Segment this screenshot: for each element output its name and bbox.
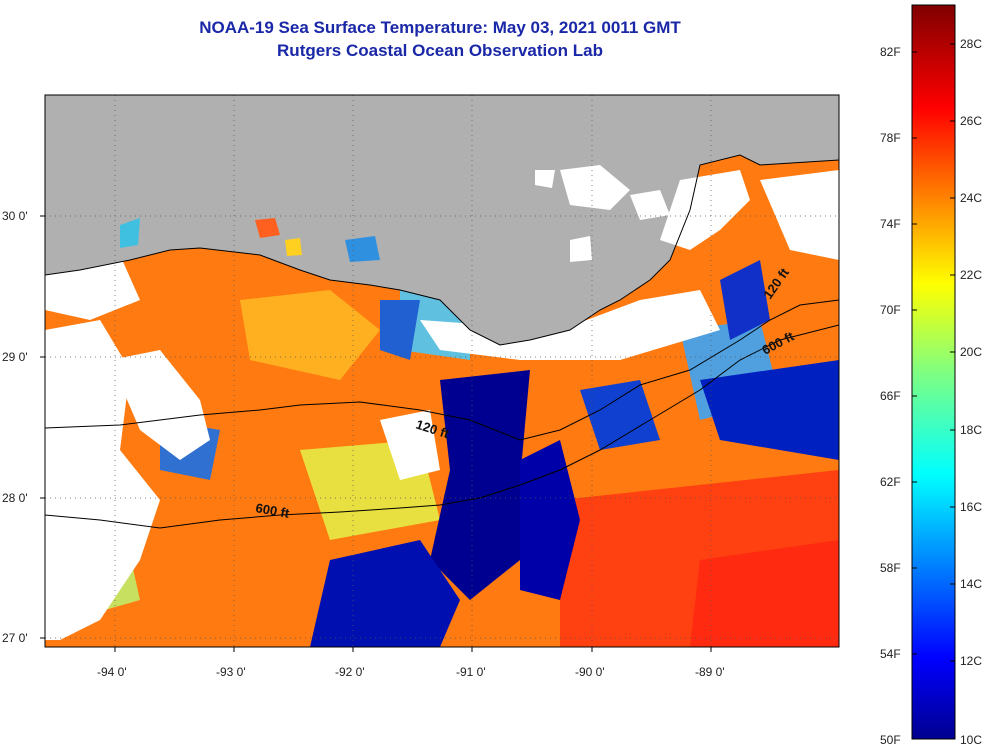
contour-120ft: [45, 299, 839, 441]
colorbar-f-label: 50F: [880, 733, 901, 747]
lon-label: -93 0': [216, 665, 246, 679]
colorbar-c-label: 14C: [960, 577, 982, 591]
map-subtitle: Rutgers Coastal Ocean Observation Lab: [277, 41, 603, 60]
colorbar-f-label: 58F: [880, 561, 901, 575]
land-mass: [45, 95, 839, 345]
colorbar-c-label: 20C: [960, 345, 982, 359]
colorbar-c-label: 26C: [960, 114, 982, 128]
colorbar-f-label: 70F: [880, 303, 901, 317]
colorbar-c-label: 28C: [960, 37, 982, 51]
lon-label: -89 0': [695, 665, 725, 679]
cool-sst-region: [430, 370, 530, 600]
coastline: [45, 154, 839, 346]
lon-label: -91 0': [456, 665, 486, 679]
lat-label: 28 0': [2, 491, 28, 505]
colorbar-c-label: 18C: [960, 423, 982, 437]
colorbar-c-label: 10C: [960, 733, 982, 747]
colorbar-f-label: 74F: [880, 217, 901, 231]
map-title: NOAA-19 Sea Surface Temperature: May 03,…: [199, 18, 681, 37]
colorbar-c-label: 24C: [960, 191, 982, 205]
colorbar-f-label: 78F: [880, 131, 901, 145]
lon-label: -94 0': [97, 665, 127, 679]
lat-label: 30 0': [2, 209, 28, 223]
colorbar-f-label: 66F: [880, 389, 901, 403]
colorbar: [911, 4, 956, 740]
lat-label: 29 0': [2, 350, 28, 364]
lat-label: 27 0': [2, 631, 28, 645]
colorbar-f-label: 54F: [880, 647, 901, 661]
colorbar-c-label: 16C: [960, 500, 982, 514]
colorbar-c-label: 22C: [960, 268, 982, 282]
contour-label: 600 ft: [254, 500, 291, 521]
colorbar-c-label: 12C: [960, 654, 982, 668]
graticule: [45, 95, 839, 647]
lon-label: -90 0': [575, 665, 605, 679]
colorbar-f-label: 82F: [880, 45, 901, 59]
cloud-cover: [45, 320, 160, 640]
lon-label: -92 0': [335, 665, 365, 679]
colorbar-f-label: 62F: [880, 475, 901, 489]
map-frame: [44, 94, 840, 648]
